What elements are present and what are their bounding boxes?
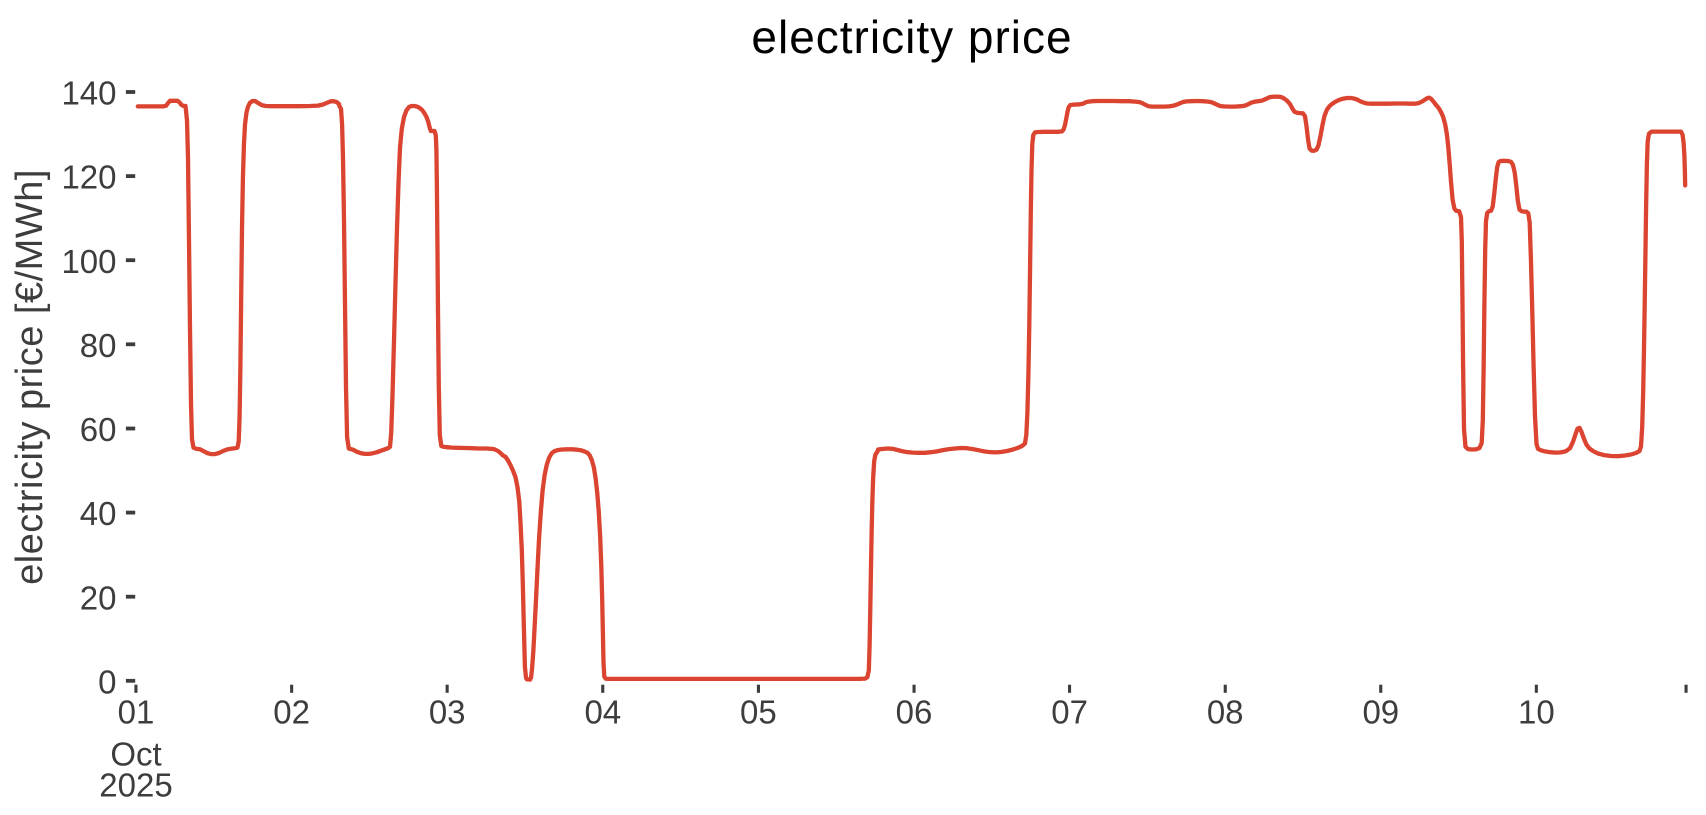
svg-text:03: 03 [429, 694, 466, 731]
svg-text:08: 08 [1207, 694, 1244, 731]
svg-text:140: 140 [61, 75, 116, 112]
svg-text:40: 40 [80, 495, 117, 532]
svg-text:02: 02 [273, 694, 310, 731]
svg-text:04: 04 [584, 694, 621, 731]
svg-text:07: 07 [1051, 694, 1088, 731]
svg-text:20: 20 [80, 579, 117, 616]
svg-text:01: 01 [118, 694, 155, 731]
svg-text:09: 09 [1362, 694, 1399, 731]
svg-text:electricity price: electricity price [751, 11, 1072, 63]
svg-text:06: 06 [896, 694, 933, 731]
svg-text:80: 80 [80, 327, 117, 364]
svg-text:120: 120 [61, 159, 116, 196]
svg-text:100: 100 [61, 243, 116, 280]
svg-text:0: 0 [98, 663, 116, 700]
svg-text:Oct: Oct [110, 735, 161, 772]
svg-text:2025: 2025 [99, 766, 172, 803]
svg-text:05: 05 [740, 694, 777, 731]
svg-text:10: 10 [1518, 694, 1555, 731]
svg-text:electricity price [€/MWh]: electricity price [€/MWh] [9, 169, 51, 585]
svg-text:60: 60 [80, 411, 117, 448]
